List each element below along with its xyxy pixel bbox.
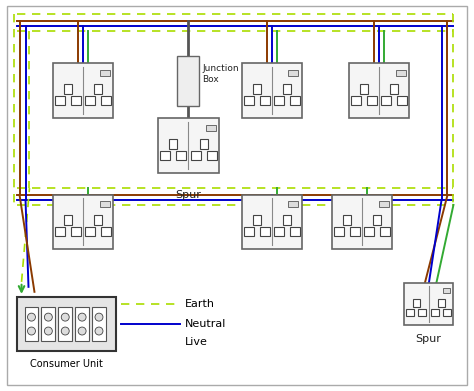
Bar — [242, 63, 301, 118]
Bar — [253, 84, 261, 94]
Bar — [360, 84, 368, 94]
Bar — [85, 96, 95, 105]
Bar — [157, 118, 219, 173]
Bar — [332, 194, 392, 249]
Bar — [94, 84, 102, 94]
Bar — [176, 151, 186, 160]
Bar — [413, 299, 420, 307]
Bar — [397, 96, 407, 105]
Bar — [418, 309, 426, 316]
Text: Spur: Spur — [416, 334, 442, 344]
Bar — [58, 307, 72, 341]
Bar — [71, 227, 81, 236]
Text: Neutral: Neutral — [185, 319, 227, 329]
Bar — [100, 70, 109, 76]
Bar — [260, 227, 270, 236]
Circle shape — [61, 327, 69, 335]
Bar — [350, 227, 360, 236]
Bar — [283, 215, 291, 225]
Bar — [244, 96, 254, 105]
Bar — [53, 194, 113, 249]
Bar — [364, 227, 374, 236]
Bar — [290, 227, 300, 236]
Circle shape — [27, 327, 36, 335]
Bar — [406, 309, 414, 316]
Bar — [438, 299, 445, 307]
Circle shape — [61, 313, 69, 321]
Bar — [290, 96, 300, 105]
Text: Spur: Spur — [175, 190, 201, 200]
Circle shape — [45, 313, 52, 321]
Bar — [55, 96, 65, 105]
Bar — [334, 227, 344, 236]
Circle shape — [45, 327, 52, 335]
Bar — [443, 309, 451, 316]
Bar — [53, 63, 113, 118]
Bar — [191, 151, 201, 160]
Bar — [380, 227, 390, 236]
Bar — [160, 151, 170, 160]
Circle shape — [95, 313, 103, 321]
Bar — [242, 194, 301, 249]
Bar — [100, 201, 109, 207]
Bar — [381, 96, 391, 105]
Bar — [75, 307, 89, 341]
Bar — [404, 283, 454, 325]
Bar — [64, 215, 72, 225]
Bar — [85, 227, 95, 236]
Text: Live: Live — [185, 337, 208, 347]
Circle shape — [27, 313, 36, 321]
Text: Earth: Earth — [185, 299, 215, 309]
Circle shape — [78, 313, 86, 321]
Bar — [101, 227, 111, 236]
Bar — [373, 215, 381, 225]
Bar — [55, 227, 65, 236]
Bar — [207, 151, 217, 160]
Bar — [92, 307, 106, 341]
Bar — [343, 215, 351, 225]
Bar — [200, 139, 208, 149]
Circle shape — [95, 327, 103, 335]
Bar — [274, 227, 283, 236]
Bar — [71, 96, 81, 105]
Text: Consumer Unit: Consumer Unit — [30, 359, 103, 369]
Bar — [25, 307, 38, 341]
Bar — [41, 307, 55, 341]
Bar — [379, 201, 389, 207]
Bar — [283, 84, 291, 94]
Bar — [253, 215, 261, 225]
Bar — [244, 227, 254, 236]
Bar — [390, 84, 398, 94]
Bar — [289, 70, 298, 76]
Bar — [260, 96, 270, 105]
Bar — [101, 96, 111, 105]
Bar — [289, 201, 298, 207]
Bar — [17, 297, 116, 352]
Bar — [396, 70, 406, 76]
Bar — [431, 309, 439, 316]
Bar — [443, 289, 450, 293]
Circle shape — [78, 327, 86, 335]
Bar — [351, 96, 361, 105]
Bar — [177, 56, 199, 106]
Bar — [274, 96, 283, 105]
Bar — [64, 84, 72, 94]
Bar — [349, 63, 409, 118]
Bar — [169, 139, 177, 149]
Bar — [367, 96, 377, 105]
Bar — [94, 215, 102, 225]
Text: Junction
Box: Junction Box — [202, 64, 239, 84]
Bar — [206, 125, 216, 131]
